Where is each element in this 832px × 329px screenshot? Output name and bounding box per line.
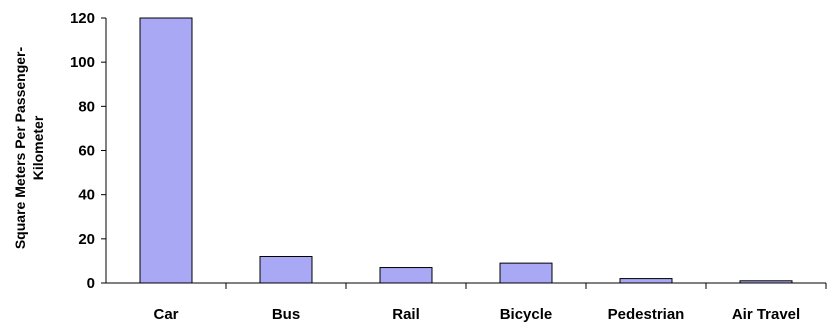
x-tick-labels: Car Bus Rail Bicycle Pedestrian Air Travel (153, 306, 800, 323)
bar-rail (379, 267, 433, 284)
y-axis-label-line-2: Kilometer (30, 115, 46, 180)
x-axis (106, 282, 827, 289)
y-axis-label: Square Meters Per Passenger- Kilometer (12, 47, 46, 250)
bar-bus (259, 256, 313, 284)
x-tick-label: Air Travel (732, 306, 800, 323)
bars (139, 17, 793, 284)
x-tick-label: Car (153, 306, 178, 323)
bar-air-travel (739, 280, 793, 284)
y-tick-label: 0 (87, 275, 95, 292)
bar-bicycle (499, 262, 553, 284)
x-tick-label: Pedestrian (608, 306, 685, 323)
y-tick-label: 20 (78, 231, 95, 248)
y-tick-label: 120 (70, 10, 95, 27)
bar-car (139, 17, 193, 284)
y-tick-label: 60 (78, 143, 95, 160)
y-tick-label: 100 (70, 54, 95, 71)
y-tick-label: 80 (78, 98, 95, 115)
y-axis-label-line-1: Square Meters Per Passenger- (12, 47, 28, 250)
y-tick-label: 40 (78, 187, 95, 204)
bar-pedestrian (619, 278, 673, 284)
x-tick-label: Bus (272, 306, 300, 323)
x-tick-label: Rail (392, 306, 420, 323)
x-tick-label: Bicycle (500, 306, 553, 323)
y-axis: 0 20 40 60 80 100 120 (70, 10, 107, 292)
